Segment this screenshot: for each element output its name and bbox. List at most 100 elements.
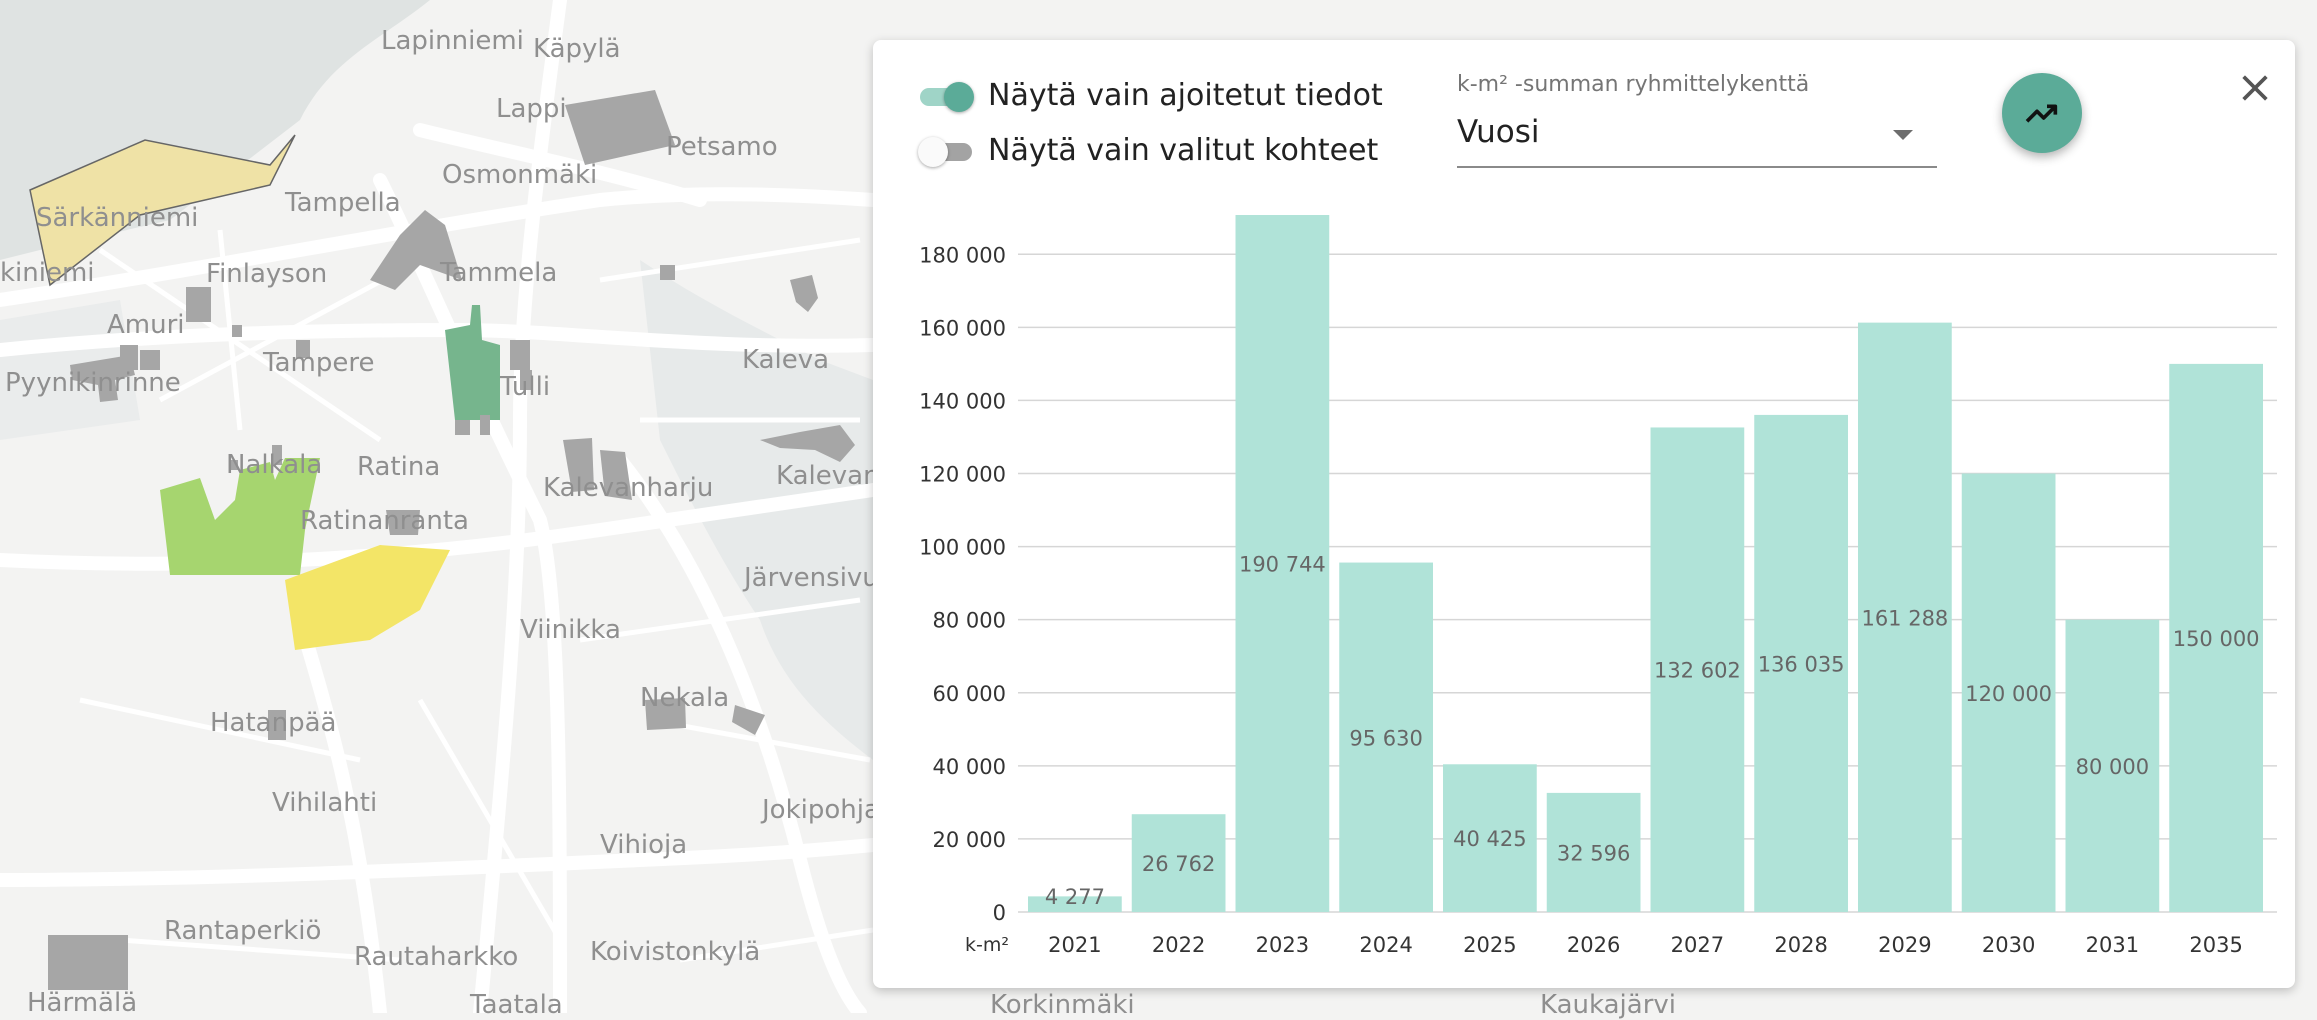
- y-tick-label: 20 000: [933, 828, 1006, 852]
- toggle-selected-label: Näytä vain valitut kohteet: [988, 133, 1379, 168]
- area-yellow-1[interactable]: [285, 545, 450, 650]
- map-blocks: [48, 90, 855, 990]
- map-label: Pyynikinrinne: [5, 368, 181, 398]
- bar: [1235, 215, 1330, 912]
- map-label: Lapinniemi: [381, 26, 524, 56]
- x-tick-label: 2023: [1256, 933, 1309, 957]
- map-label: Kaukajärvi: [1540, 990, 1676, 1020]
- bar-value-label: 95 630: [1349, 726, 1422, 750]
- y-tick-label: 0: [993, 901, 1006, 925]
- bar: [2169, 363, 2263, 912]
- bar-value-label: 40 425: [1453, 827, 1526, 851]
- x-tick-label: 2031: [2086, 933, 2139, 957]
- bar-value-label: 120 000: [1965, 682, 2052, 706]
- map-label: Hatanpää: [210, 708, 337, 738]
- area-green-1[interactable]: [160, 458, 320, 575]
- bar-value-label: 32 596: [1557, 841, 1630, 865]
- close-icon: [2242, 75, 2268, 101]
- bar: [1858, 322, 1952, 913]
- map-label: Koivistonkylä: [590, 937, 761, 967]
- close-button[interactable]: [2231, 64, 2279, 112]
- map-label: Kaleva: [742, 345, 830, 375]
- map-label: Järvensivu: [744, 563, 879, 593]
- x-tick-label: 2026: [1567, 933, 1620, 957]
- caret-down-icon: [1893, 130, 1913, 140]
- map-label: Viinikka: [520, 615, 621, 645]
- x-tick-label: 2021: [1048, 933, 1101, 957]
- y-tick-label: 40 000: [933, 755, 1006, 779]
- map-label: kiniemi: [0, 258, 95, 288]
- x-tick-label: 2029: [1878, 933, 1931, 957]
- map-label: Taatala: [470, 990, 563, 1020]
- map-label: Tammela: [440, 258, 558, 288]
- bar-value-label: 150 000: [2173, 627, 2260, 651]
- bar-chart: 0 20 000 40 000 60 000 80 000 100 000 120 000 1…: [919, 215, 2277, 957]
- y-tick-label: 100 000: [919, 536, 1006, 560]
- trend-chart-button[interactable]: [2002, 73, 2082, 153]
- bar-value-label: 132 602: [1654, 659, 1741, 683]
- bar: [1028, 896, 1122, 912]
- map-label: Tampere: [263, 348, 375, 378]
- x-tick-label: 2028: [1774, 933, 1827, 957]
- bar: [1650, 427, 1745, 912]
- bar: [1339, 562, 1433, 912]
- x-tick-label: 2035: [2189, 933, 2242, 957]
- y-axis-unit-label: k-m²: [965, 934, 1009, 956]
- map-label: Nekala: [640, 683, 730, 713]
- bar-value-label: 26 762: [1142, 852, 1215, 876]
- toggle-scheduled-switch[interactable]: [918, 81, 974, 112]
- toggle-selected-only[interactable]: Näytä vain valitut kohteet: [918, 133, 1378, 168]
- x-tick-label: 2027: [1671, 933, 1724, 957]
- toggle-scheduled-label: Näytä vain ajoitetut tiedot: [988, 78, 1383, 113]
- map-label: Osmonmäki: [442, 160, 598, 190]
- map-label: Rautaharkko: [354, 942, 519, 972]
- y-tick-label: 60 000: [933, 682, 1006, 706]
- map-label: Lappi: [496, 94, 567, 124]
- x-tick-label: 2024: [1359, 933, 1412, 957]
- bar-value-label: 136 035: [1758, 652, 1845, 676]
- map-label: Härmälä: [27, 988, 138, 1018]
- x-tick-label: 2022: [1152, 933, 1205, 957]
- map-label: Särkänniemi: [36, 203, 199, 233]
- bar-value-label: 80 000: [2076, 755, 2149, 779]
- area-sarkanniemi[interactable]: [29, 134, 296, 287]
- map-label: Käpylä: [533, 34, 621, 64]
- map-label: Tulli: [500, 372, 551, 402]
- toggle-scheduled-only[interactable]: Näytä vain ajoitetut tiedot: [918, 78, 1383, 113]
- map-label: Amuri: [107, 310, 185, 340]
- map-label: Ratina: [357, 452, 441, 482]
- bar: [1961, 473, 2056, 912]
- map-label: Tampella: [285, 188, 401, 218]
- map-label: Jokipohja: [762, 795, 880, 825]
- bar: [1443, 764, 1537, 912]
- bar-value-label: 161 288: [1861, 606, 1948, 630]
- grouping-field-select[interactable]: Vuosi: [1457, 110, 1937, 168]
- map-label: Rantaperkiö: [164, 916, 322, 946]
- map-label: Nalkala: [226, 450, 323, 480]
- bar: [1131, 814, 1226, 912]
- map-label: Vihioja: [600, 830, 688, 860]
- y-tick-label: 160 000: [919, 316, 1006, 340]
- x-tick-label: 2025: [1463, 933, 1516, 957]
- map-label: Ratinanranta: [300, 506, 469, 536]
- grouping-field-value: Vuosi: [1457, 114, 1540, 150]
- bar-value-label: 4 277: [1045, 885, 1105, 909]
- area-green-2[interactable]: [445, 305, 500, 420]
- map-label: Vihilahti: [272, 788, 378, 818]
- map-label: Kalevan: [776, 461, 880, 491]
- bar: [1754, 414, 1848, 912]
- chart-panel: Näytä vain ajoitetut tiedot Näytä vain v…: [873, 40, 2295, 988]
- bar-value-label: 190 744: [1239, 553, 1326, 577]
- y-tick-label: 120 000: [919, 463, 1006, 487]
- x-tick-label: 2030: [1982, 933, 2035, 957]
- toggle-selected-switch[interactable]: [918, 136, 974, 167]
- map-label: Kalevanharju: [543, 473, 714, 503]
- y-tick-label: 140 000: [919, 389, 1006, 413]
- trending-up-icon: [2025, 104, 2058, 123]
- streets: [79, 229, 874, 963]
- bar: [2065, 619, 2160, 912]
- map-label: Finlayson: [206, 259, 328, 289]
- bar: [1546, 792, 1641, 912]
- map-label: Petsamo: [666, 132, 778, 162]
- grouping-field-caption: k-m² -summan ryhmittelykenttä: [1457, 72, 1810, 97]
